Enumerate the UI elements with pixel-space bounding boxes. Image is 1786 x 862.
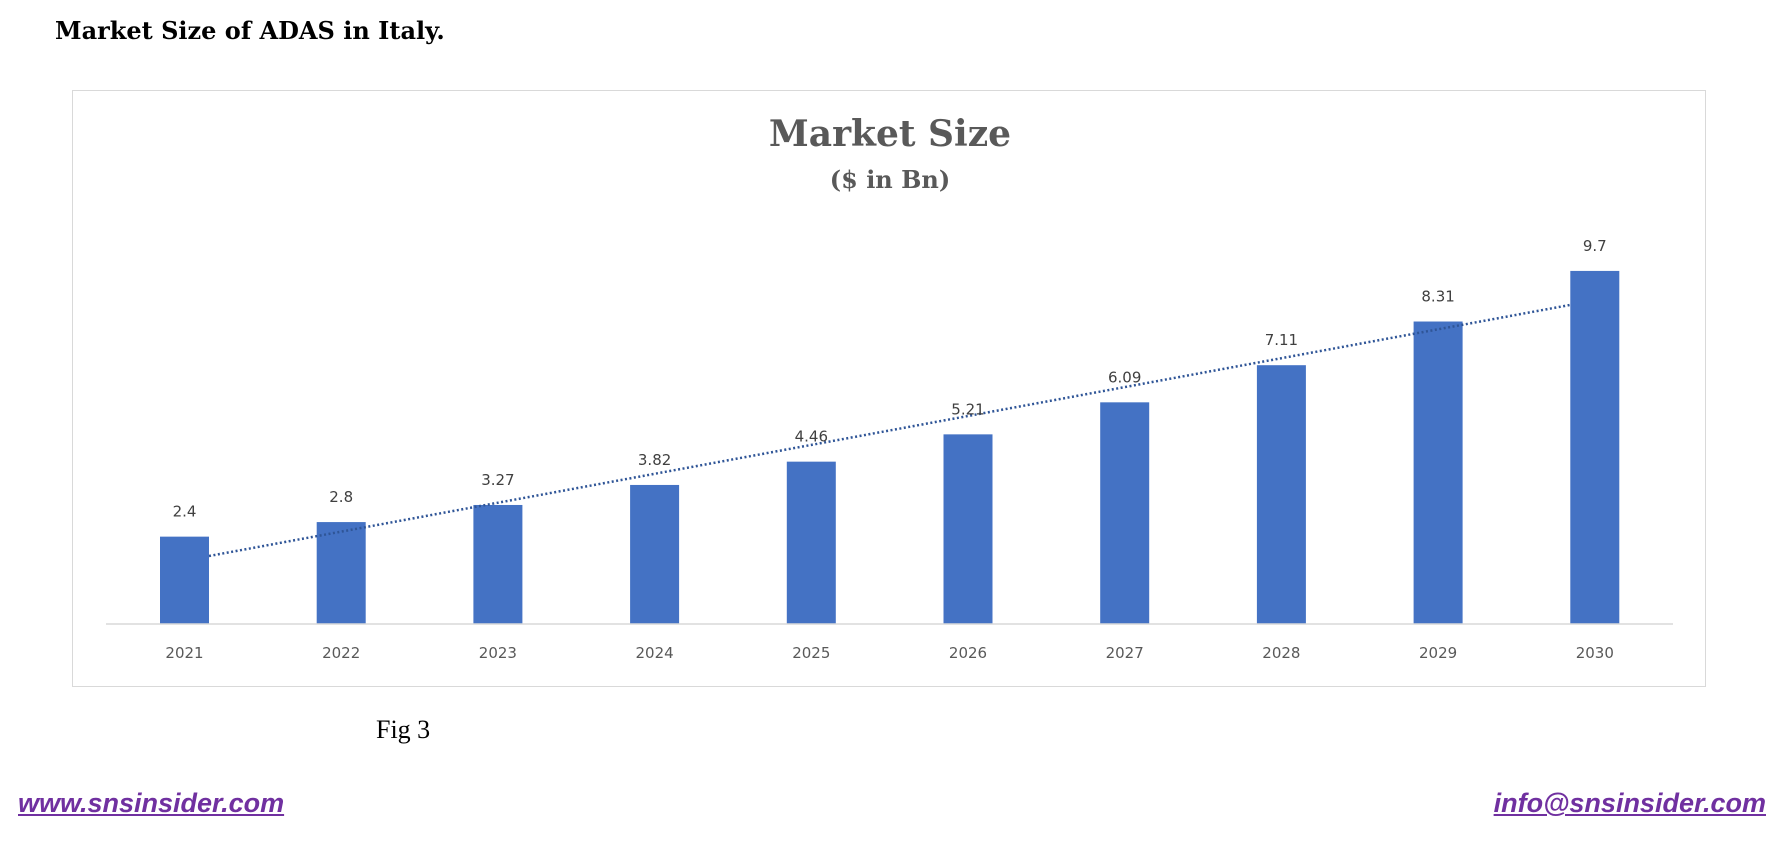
figure-caption: Fig 3	[376, 715, 431, 744]
bar-2026	[943, 434, 993, 624]
x-tick-label: 2022	[322, 644, 360, 662]
x-tick-label: 2021	[165, 644, 203, 662]
website-link[interactable]: www.snsinsider.com	[18, 788, 285, 818]
x-tick-label: 2029	[1419, 644, 1457, 662]
bar-2030	[1570, 270, 1620, 624]
data-label-2025: 4.46	[795, 428, 828, 446]
data-label-2022: 2.8	[329, 488, 353, 506]
chart-title: Market Size	[769, 113, 1011, 155]
data-label-2024: 3.82	[638, 451, 671, 469]
data-label-2030: 9.7	[1583, 237, 1607, 255]
x-tick-label: 2030	[1576, 644, 1614, 662]
bar-2027	[1100, 402, 1150, 624]
trendline	[208, 303, 1571, 558]
data-label-2023: 3.27	[481, 471, 514, 489]
x-tick-label: 2027	[1106, 644, 1144, 662]
data-label-2027: 6.09	[1108, 368, 1141, 386]
chart-subtitle: ($ in Bn)	[830, 165, 950, 194]
bar-2029	[1413, 321, 1463, 624]
x-tick-label: 2025	[792, 644, 830, 662]
x-tick-label: 2023	[479, 644, 517, 662]
data-label-2028: 7.11	[1265, 331, 1298, 349]
bar-2021	[160, 536, 209, 624]
bar-2023	[473, 504, 523, 624]
x-tick-label: 2024	[636, 644, 674, 662]
data-label-2029: 8.31	[1421, 288, 1454, 306]
x-tick-label: 2028	[1262, 644, 1300, 662]
x-tick-label: 2026	[949, 644, 987, 662]
bar-2024	[630, 484, 680, 624]
chart-frame	[72, 90, 1706, 687]
bar-2025	[786, 461, 836, 624]
bar-2022	[316, 522, 366, 624]
data-label-2026: 5.21	[951, 400, 984, 418]
bar-2028	[1256, 365, 1306, 624]
data-label-2021: 2.4	[173, 503, 197, 521]
document-title: Market Size of ADAS in Italy.	[55, 16, 445, 45]
email-link[interactable]: info@snsinsider.com	[1493, 788, 1766, 818]
